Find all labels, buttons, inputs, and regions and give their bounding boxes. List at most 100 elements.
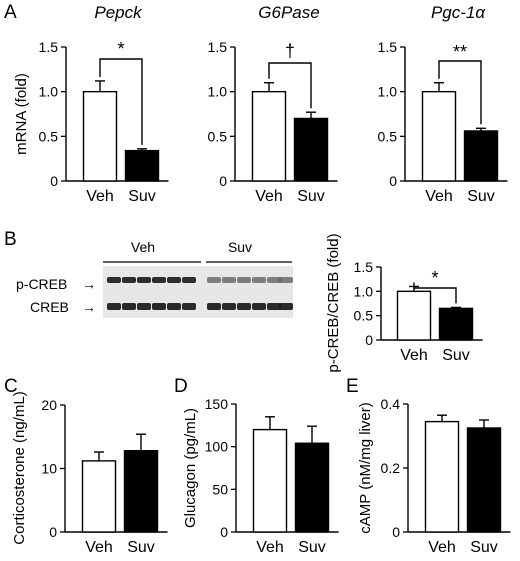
blot-band-creb-2 [137,303,151,310]
y-axis-label-gluc: Glucagon (pg/mL) [182,408,199,528]
blot-band-pcreb-0 [107,277,121,283]
chart-pcreb: p-CREB/CREB (fold) 0 0.5 1.0 1.5 Veh Suv * [325,233,483,373]
blot-band-pcreb-8 [237,277,251,283]
x-tick-label-pepck-0: Veh [86,188,114,205]
blot-membrane [103,266,293,318]
y-tick-label-g6pase-0: 0 [219,173,227,189]
blot-row-label-creb: CREB [30,299,69,315]
x-tick-label-pcreb-0: Veh [400,347,428,364]
x-tick-label-camp-0: Veh [428,539,456,556]
blot-group-label-suv: Suv [228,239,252,255]
panel-label-d: D [174,376,188,397]
significance-bracket-pepck [99,58,143,145]
bar-pepck-suv [124,149,160,182]
blot-band-creb-5 [182,303,196,310]
y-tick-label-pepck-2: 1.0 [39,84,59,100]
y-tick-label-gluc-3: 150 [205,396,229,412]
panel-label-e: E [346,376,359,397]
chart-camp: cAMP (nM/mg liver) 0 0.2 0.4 Veh Suv [357,396,511,556]
bar-camp-veh [424,420,460,533]
y-tick-label-pcreb-2: 1.0 [354,283,374,299]
significance-bracket-pgc1a [438,60,482,125]
x-tick-label-gluc-0: Veh [256,539,284,556]
x-tick-label-g6pase-0: Veh [255,188,283,205]
blot-band-pcreb-3 [152,277,166,283]
x-tick-label-camp-1: Suv [470,539,498,556]
significance-marker-pcreb: * [431,268,438,288]
y-axis-label-camp: cAMP (nM/mg liver) [357,402,374,533]
significance-bracket-g6pase [268,62,312,109]
y-tick-label-pepck-3: 1.5 [39,39,59,55]
significance-bracket-pcreb [413,282,457,304]
blot-band-pcreb-1 [122,277,136,283]
chart-title-g6pase: G6Pase [258,3,319,22]
blot-band-creb-8 [237,303,251,310]
chart-gluc: Glucagon (pg/mL) 0 50 100 150 Veh Suv [182,396,339,556]
chart-pepck: Pepck mRNA (fold) 0 0.5 1.0 1.5 Veh Suv * [13,3,169,205]
bar-gluc-suv [294,442,330,533]
bar-cort-veh [81,460,117,533]
x-tick-label-pgc1a-1: Suv [467,188,495,205]
blot-band-creb-11 [279,303,293,310]
blot-band-pcreb-7 [222,277,236,283]
bar-gluc-veh [252,428,288,533]
significance-marker-pgc1a: ** [453,42,467,62]
y-tick-label-cort-1: 10 [41,461,57,477]
y-tick-label-g6pase-3: 1.5 [208,39,228,55]
y-tick-label-camp-2: 0.4 [381,396,401,412]
blot-row-label-pcreb: p-CREB [16,276,67,292]
y-tick-label-g6pase-2: 1.0 [208,84,228,100]
bar-pcreb-suv [438,307,474,341]
chart-title-pepck: Pepck [94,3,143,22]
y-tick-label-camp-1: 0.2 [381,460,401,476]
blot-band-creb-0 [107,303,121,310]
x-tick-label-cort-0: Veh [85,539,113,556]
x-tick-label-gluc-1: Suv [298,539,326,556]
blot-group-label-veh: Veh [131,239,155,255]
y-tick-label-pcreb-0: 0 [365,332,373,348]
blot-band-pcreb-5 [182,277,196,283]
blot-band-creb-1 [122,303,136,310]
panel-label-a: A [4,2,17,23]
y-tick-label-pepck-1: 0.5 [39,128,59,144]
y-axis-label-pcreb: p-CREB/CREB (fold) [325,233,342,372]
blot-band-pcreb-11 [279,277,293,283]
blot-band-creb-7 [222,303,236,310]
y-tick-label-pcreb-1: 0.5 [354,308,374,324]
blot-band-creb-9 [252,303,266,310]
y-tick-label-pgc1a-1: 0.5 [378,128,398,144]
chart-g6pase: G6Pase 0 0.5 1.0 1.5 Veh Suv † [208,3,338,205]
significance-marker-g6pase: † [285,41,295,61]
x-tick-label-pgc1a-0: Veh [425,188,453,205]
y-tick-label-gluc-2: 100 [205,439,229,455]
blot-band-pcreb-2 [137,277,151,283]
blot-band-pcreb-6 [207,277,221,283]
y-tick-label-gluc-1: 50 [212,481,228,497]
y-tick-label-pgc1a-0: 0 [389,173,397,189]
bar-g6pase-suv [293,117,329,182]
bar-cort-suv [123,450,159,533]
x-tick-label-cort-1: Suv [127,539,155,556]
y-tick-label-pcreb-3: 1.5 [354,259,374,275]
bar-camp-suv [466,427,502,533]
blot-band-creb-6 [207,303,221,310]
chart-title-pgc1a: Pgc-1α [431,3,486,22]
x-tick-label-pepck-1: Suv [128,188,156,205]
significance-marker-pepck: * [117,39,124,59]
y-tick-label-gluc-0: 0 [220,524,228,540]
y-axis-label-pepck: mRNA (fold) [13,73,30,155]
chart-cort: Corticosterone (ng/mL) 0 10 20 Veh Suv [11,391,168,556]
blot-band-creb-3 [152,303,166,310]
blot-arrow-creb: → [82,299,96,315]
chart-pgc1a: Pgc-1α 0 0.5 1.0 1.5 Veh Suv ** [378,3,508,205]
blot-band-pcreb-9 [252,277,266,283]
western-blot: Veh Suv p-CREB → CREB → [16,239,293,318]
x-tick-label-pcreb-1: Suv [442,347,470,364]
y-tick-label-pgc1a-3: 1.5 [378,39,398,55]
blot-band-pcreb-10 [267,277,281,283]
bar-pepck-veh [82,90,118,182]
bar-pgc1a-veh [421,90,457,182]
y-tick-label-pgc1a-2: 1.0 [378,84,398,100]
panel-label-c: C [4,376,18,397]
